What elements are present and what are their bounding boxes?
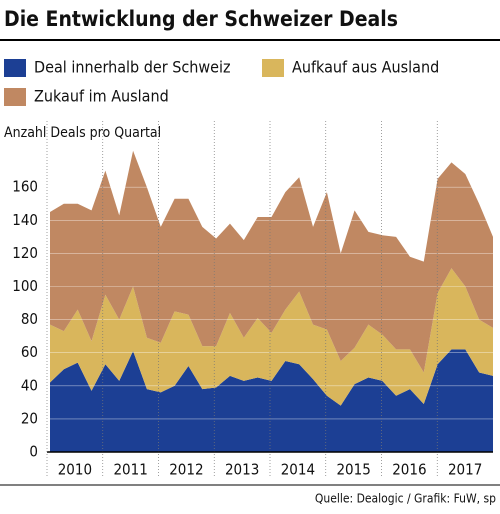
x-tick-label: 2014: [281, 461, 315, 479]
x-tick-label: 2012: [169, 461, 203, 479]
legend-label: Deal innerhalb der Schweiz: [34, 58, 231, 77]
legend-swatch: [4, 88, 26, 106]
legend-swatch: [4, 59, 26, 77]
y-tick-label: 160: [12, 178, 38, 196]
y-tick-label: 140: [12, 211, 38, 229]
area: [50, 268, 493, 406]
area: [50, 150, 493, 373]
y-tick-label: 100: [12, 277, 38, 295]
y-tick-label: 20: [21, 409, 38, 427]
y-tick-label: 80: [21, 310, 38, 328]
y-tick-label: 0: [29, 443, 38, 461]
x-tick-label: 2015: [336, 461, 370, 479]
legend-swatch: [262, 59, 284, 77]
x-tick-label: 2016: [392, 461, 426, 479]
legend-label: Zukauf im Ausland: [34, 87, 169, 106]
x-tick-label: 2010: [58, 461, 92, 479]
x-tick-label: 2013: [225, 461, 259, 479]
x-tick-label: 2017: [448, 461, 482, 479]
y-axis-label: Anzahl Deals pro Quartal: [4, 125, 161, 141]
y-tick-label: 60: [21, 343, 38, 361]
x-tick-label: 2011: [113, 461, 147, 479]
y-tick-label: 120: [12, 244, 38, 262]
legend-label: Aufkauf aus Ausland: [292, 58, 439, 77]
area: [50, 349, 493, 452]
y-tick-label: 40: [21, 376, 38, 394]
chart-title: Die Entwicklung der Schweizer Deals: [4, 7, 398, 31]
source: Quelle: Dealogic / Grafik: FuW, sp: [315, 492, 496, 506]
